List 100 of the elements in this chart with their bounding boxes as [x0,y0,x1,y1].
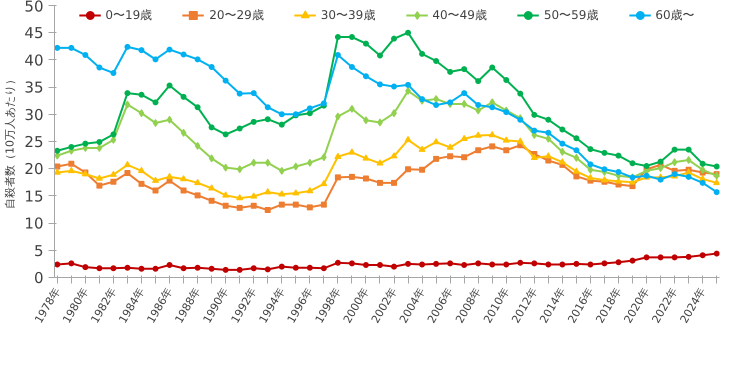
point [180,94,187,100]
point [222,266,229,273]
point [264,188,272,194]
point [166,262,173,268]
point [236,266,243,273]
point [545,261,552,268]
point [278,122,285,128]
point [573,260,580,267]
point [320,100,327,106]
y-tick-label: 15 [24,187,44,206]
point [362,175,369,182]
point [334,174,341,180]
point [502,136,510,143]
point [432,138,440,144]
point [559,126,566,133]
point [348,64,355,70]
point [348,34,355,40]
point [236,204,243,211]
point [166,172,174,180]
point [559,140,566,147]
point [138,109,144,118]
point [320,265,327,272]
point [124,264,130,271]
point [138,266,144,272]
legend-label: 50〜59歳 [544,6,598,24]
point [334,52,341,58]
y-tick-label: 10 [24,214,44,233]
point [306,264,313,271]
point [363,116,369,124]
point [489,143,496,150]
point [166,46,173,53]
point [714,189,720,196]
point [601,150,608,156]
point [264,158,271,167]
point [306,187,314,194]
point [517,90,524,97]
point [152,187,159,194]
point [461,262,468,268]
point [96,144,102,152]
point [54,168,61,175]
point [194,192,201,198]
point [391,109,397,118]
point [180,265,187,272]
point [461,100,467,108]
point [278,166,285,175]
point [573,135,580,142]
point [124,170,130,176]
point [672,146,678,153]
point [82,264,88,270]
point [686,146,692,153]
point [236,90,243,97]
point [503,261,510,268]
point [601,166,608,172]
point [586,174,594,180]
point [433,102,440,108]
point [138,92,144,98]
point [307,158,313,167]
point [419,261,426,268]
point [264,116,271,122]
point [531,112,538,118]
point [419,50,426,57]
point [390,152,398,158]
point [110,170,117,177]
point [377,118,383,126]
point [714,164,720,170]
point [124,44,130,50]
point [54,148,60,154]
point [292,162,299,171]
point [615,168,622,175]
point [391,264,398,270]
point [152,266,159,272]
point [68,160,74,167]
point [573,147,580,154]
point [166,116,172,124]
point [700,180,706,186]
point [306,105,313,112]
point [474,132,482,138]
point [54,44,60,51]
point [334,152,342,159]
point [644,162,650,169]
point [658,158,664,165]
point [433,58,440,64]
point [180,128,186,137]
point [489,104,496,110]
point [587,146,594,152]
point [573,173,580,180]
point [446,144,454,150]
point [124,90,130,96]
point [587,161,594,168]
point [686,156,692,164]
point [447,68,454,75]
point [362,73,369,80]
point [208,124,215,130]
point [152,99,159,106]
point [658,254,664,260]
point [376,52,383,59]
point [208,154,214,162]
point [376,180,383,186]
point [82,140,88,147]
point [68,260,74,266]
